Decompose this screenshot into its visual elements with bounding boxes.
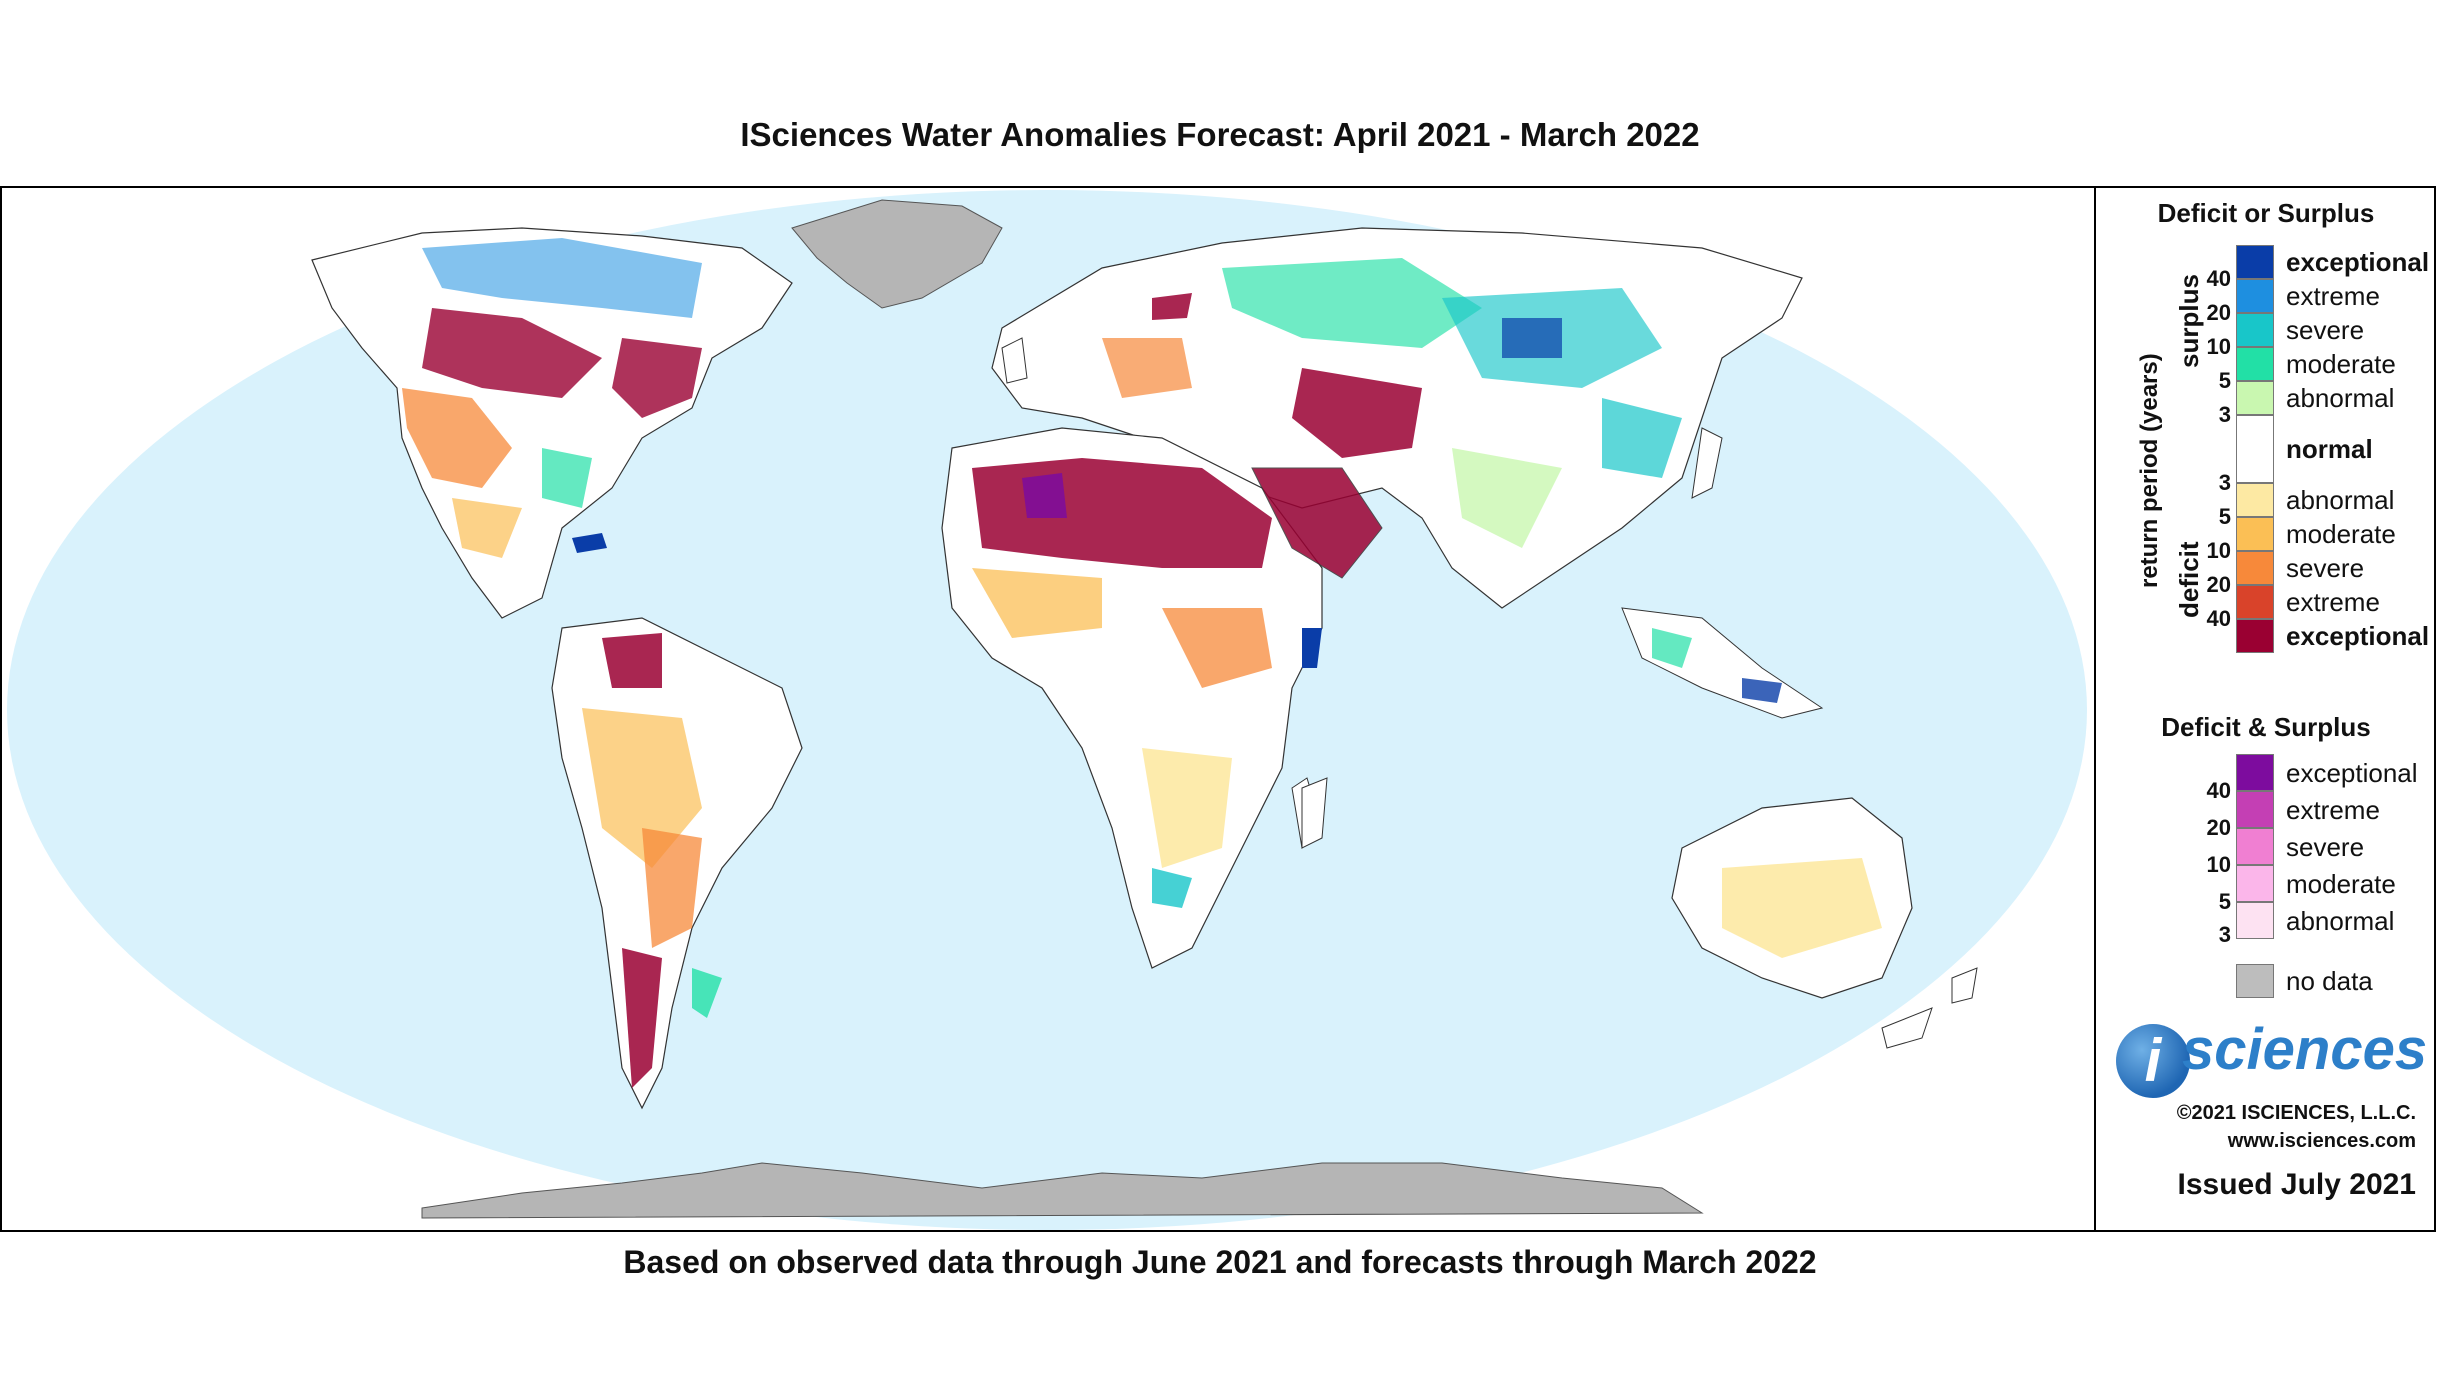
legend-tick: 20 (2206, 572, 2231, 597)
legend-tick: 20 (2206, 300, 2231, 325)
legend-label: exceptional (2286, 247, 2430, 277)
legend-label: abnormal (2286, 383, 2395, 413)
map-subtitle: Based on observed data through June 2021… (623, 1244, 1817, 1280)
swatch-both-moderate (2236, 865, 2274, 902)
swatch-surplus-moderate (2236, 347, 2274, 381)
legend-label: extreme (2286, 587, 2380, 617)
legend-panel: Deficit or Surplus return period (years)… (2094, 188, 2434, 1230)
legend-label: severe (2286, 553, 2365, 583)
legend-label: severe (2286, 832, 2365, 862)
legend-label: abnormal (2286, 906, 2395, 936)
antarctica-nodata (421, 1162, 1704, 1219)
legend-tick: 40 (2206, 778, 2231, 803)
legend-label: abnormal (2286, 485, 2395, 515)
logo-letter: i (2116, 1024, 2190, 1098)
legend-label: severe (2286, 315, 2365, 345)
legend-heading-deficit-and-surplus: Deficit & Surplus (2161, 712, 2371, 742)
map-title: ISciences Water Anomalies Forecast: Apri… (740, 116, 1700, 153)
map-frame (0, 186, 2436, 1232)
legend-label: moderate (2286, 869, 2396, 899)
madagascar (1301, 777, 1328, 849)
swatch-no-data (2236, 964, 2274, 998)
legend-axis-label: return period (years) (2136, 353, 2163, 588)
legend-label: exceptional (2286, 621, 2430, 651)
uk (1001, 337, 1028, 384)
legend-tick: 40 (2206, 606, 2231, 631)
world-map (2, 188, 2094, 1230)
legend-tick: 5 (2218, 889, 2231, 914)
website-link[interactable]: www.isciences.com (2227, 1130, 2416, 1152)
legend-label-normal: normal (2286, 434, 2373, 464)
legend-tick: 5 (2218, 504, 2231, 529)
swatch-deficit-extreme (2236, 585, 2274, 619)
swatch-both-severe (2236, 828, 2274, 865)
legend-tick: 3 (2218, 470, 2231, 495)
legend-tick: 3 (2218, 922, 2231, 947)
swatch-deficit-severe (2236, 551, 2274, 585)
swatch-deficit-abnormal (2236, 483, 2274, 517)
swatch-deficit-exceptional (2236, 619, 2274, 653)
swatch-both-extreme (2236, 791, 2274, 828)
arabia (1251, 467, 1383, 579)
copyright: ©2021 ISCIENCES, L.L.C. (2176, 1102, 2416, 1124)
legend-tick: 10 (2206, 538, 2231, 563)
swatch-both-exceptional (2236, 754, 2274, 791)
legend-label: moderate (2286, 519, 2396, 549)
swatch-normal (2236, 415, 2274, 483)
legend-tick: 10 (2206, 334, 2231, 359)
legend-label: extreme (2286, 795, 2380, 825)
swatch-surplus-exceptional (2236, 245, 2274, 279)
legend-label: moderate (2286, 349, 2396, 379)
legend-tick: 20 (2206, 815, 2231, 840)
legend-tick: 40 (2206, 266, 2231, 291)
new-zealand (1881, 967, 1978, 1049)
japan (1691, 427, 1723, 499)
swatch-both-abnormal (2236, 902, 2274, 939)
greenland-nodata (791, 199, 1003, 309)
legend-heading-deficit-or-surplus: Deficit or Surplus (2157, 198, 2375, 228)
legend-tick: 5 (2218, 368, 2231, 393)
legend-label: exceptional (2286, 758, 2418, 788)
legend-label: extreme (2286, 281, 2380, 311)
swatch-deficit-moderate (2236, 517, 2274, 551)
swatch-surplus-abnormal (2236, 381, 2274, 415)
swatch-surplus-extreme (2236, 279, 2274, 313)
legend-tick: 3 (2218, 402, 2231, 427)
legend-tick: 10 (2206, 852, 2231, 877)
legend-label-no-data: no data (2286, 966, 2373, 996)
issued-date: Issued July 2021 (2177, 1168, 2416, 1201)
isciences-logo: i sciences (2116, 1014, 2427, 1104)
swatch-surplus-severe (2236, 313, 2274, 347)
logo-text: sciences (2182, 1017, 2428, 1082)
